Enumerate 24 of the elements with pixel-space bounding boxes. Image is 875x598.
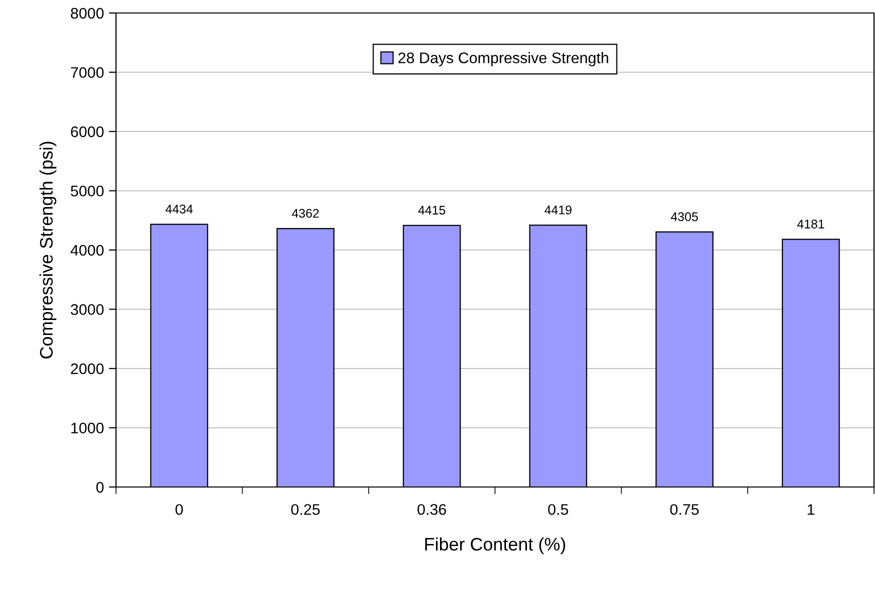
x-tick-label: 0.75 (670, 504, 699, 515)
y-tick-label: 6000 (70, 126, 104, 138)
data-label: 4305 (670, 212, 698, 222)
x-axis-title: Fiber Content (%) (425, 537, 566, 554)
x-tick-label: 0.25 (291, 504, 320, 515)
y-tick-label: 3000 (70, 304, 104, 315)
x-tick-label: 0 (176, 504, 183, 515)
data-label: 4415 (418, 206, 446, 215)
y-tick-label: 1000 (71, 422, 104, 434)
y-tick-label: 7000 (70, 67, 104, 78)
data-label: 4434 (166, 204, 193, 214)
y-tick-label: 0 (96, 482, 104, 493)
data-label: 4362 (292, 208, 319, 218)
data-label: 4419 (544, 206, 572, 214)
y-tick-label: 8000 (70, 8, 104, 19)
y-tick-label: 2000 (70, 363, 104, 374)
y-axis-title: Compressive Strength (psi) (39, 142, 56, 358)
x-tick-label: 0.5 (548, 504, 568, 515)
x-tick-label: 0.36 (418, 504, 446, 515)
legend-label: 28 Days Compressive Strength (398, 52, 608, 66)
y-tick-label: 4000 (70, 244, 104, 256)
data-label: 4181 (797, 220, 824, 228)
y-tick-label: 5000 (70, 186, 104, 196)
x-tick-label: 1 (808, 504, 814, 515)
